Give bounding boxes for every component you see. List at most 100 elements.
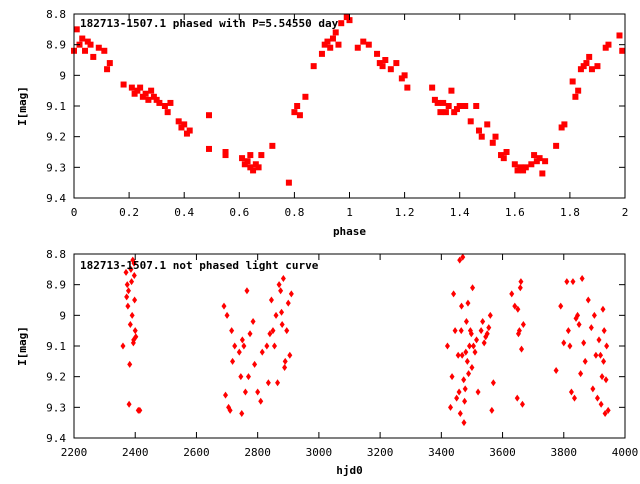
data-point [575,87,582,94]
data-point [475,127,482,134]
data-point [245,373,251,381]
data-point [279,308,285,316]
data-point [73,26,80,33]
data-point [150,93,157,100]
data-point [156,99,163,106]
data-point [512,302,518,310]
data-point [585,296,591,304]
data-point [466,370,472,378]
data-point [238,373,244,381]
phased-data-points [71,14,626,186]
data-point [575,311,581,319]
data-point [448,87,455,94]
data-point [167,99,174,106]
data-point [487,311,493,319]
y-tick-label: 9.3 [46,161,66,174]
data-point [104,66,111,73]
data-point [593,351,599,359]
data-point [466,342,472,350]
data-point [145,96,152,103]
data-point [128,84,135,91]
data-point [124,281,130,289]
data-point [472,348,478,356]
data-point [591,311,597,319]
data-point [294,103,301,109]
data-point [125,287,131,295]
data-point [459,351,465,359]
y-tick-label: 8.8 [46,8,66,21]
data-point [565,327,571,335]
data-point [360,38,367,45]
data-point [553,142,560,149]
data-point [282,363,288,371]
data-point [291,109,298,116]
data-point [87,41,94,48]
data-point [123,268,129,276]
data-point [577,66,584,73]
data-point [458,327,464,335]
data-point [134,87,141,94]
data-point [518,278,524,286]
data-point [302,93,309,100]
x-tick-label: 3600 [489,446,516,459]
data-point [133,333,139,341]
data-point [120,342,126,350]
data-point [519,400,525,408]
data-point [578,370,584,378]
data-point [596,336,602,344]
data-point [580,63,587,70]
data-point [452,327,458,335]
data-point [258,152,265,159]
data-point [161,103,168,109]
data-point [221,302,227,310]
data-point [434,99,441,106]
data-point [229,327,235,335]
data-point [247,330,253,338]
x-tick-label: 3000 [306,446,333,459]
data-point [338,20,345,27]
data-point [222,149,229,155]
data-point [318,50,325,57]
data-point [398,75,405,82]
data-point [492,133,499,140]
data-point [599,373,605,381]
data-point [287,351,293,359]
unphased-data-points [120,253,611,427]
data-point [486,324,492,332]
data-point [454,394,460,402]
data-point [511,161,518,168]
y-tick-label: 9.1 [46,100,66,113]
y-tick-label: 8.8 [46,248,66,261]
x-tick-label: 0.4 [174,206,194,219]
data-point [503,149,510,155]
y-tick-label: 9.2 [46,131,66,144]
data-point [376,60,383,67]
data-point [259,348,265,356]
data-point [401,72,408,79]
unphased-x-axis-label: hjd0 [336,464,363,477]
data-point [598,351,604,359]
y-tick-label: 8.9 [46,279,66,292]
data-point [456,103,463,109]
data-point [354,44,361,51]
x-tick-label: 4000 [612,446,639,459]
data-point [581,339,587,347]
x-tick-label: 1 [346,206,353,219]
data-point [440,99,447,106]
data-point [382,57,389,63]
data-point [230,357,236,365]
data-point [445,103,452,109]
x-tick-label: 1.4 [450,206,470,219]
data-point [241,161,248,168]
data-point [461,376,467,384]
data-point [131,259,137,267]
data-point [475,388,481,396]
data-point [329,35,336,42]
data-point [517,284,523,292]
data-point [467,118,474,125]
data-point [489,139,496,146]
data-point [269,142,276,149]
data-point [590,385,596,393]
data-point [588,324,594,332]
y-tick-label: 9.3 [46,401,66,414]
